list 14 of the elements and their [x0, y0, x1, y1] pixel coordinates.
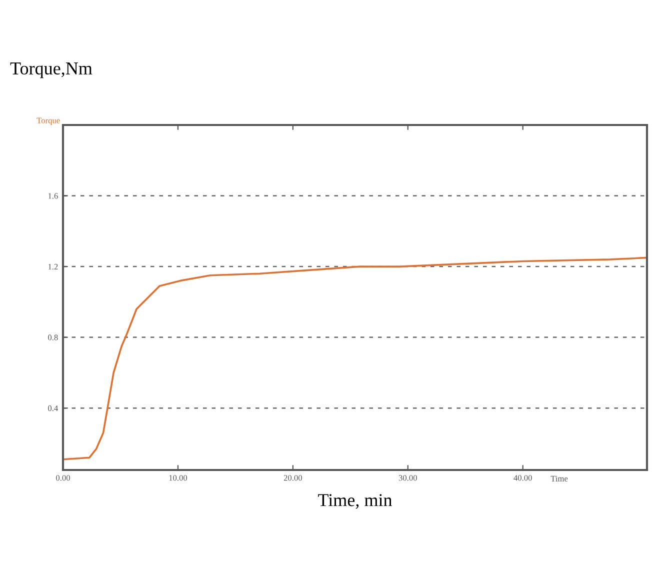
y-tick-label: 1.6	[48, 193, 58, 199]
x-tick-label: 30.00	[398, 475, 417, 481]
y-tick-label: 0.4	[48, 405, 58, 412]
line-series	[63, 256, 647, 460]
y-tick-label: 1.2	[48, 264, 58, 270]
x-axis-title: Time, min	[318, 494, 392, 509]
x-tick-label: 0.00	[56, 475, 70, 481]
x-tick-label: 20.00	[284, 475, 302, 481]
text: Time	[550, 476, 568, 482]
y-axis-title: Torque	[36, 118, 60, 125]
y-tick-label: 0.8	[48, 334, 58, 340]
x-tick-label: 10.00	[169, 475, 188, 481]
chart-title: Torque,Nm	[10, 62, 92, 78]
x-tick-label: 40.00	[514, 475, 532, 481]
